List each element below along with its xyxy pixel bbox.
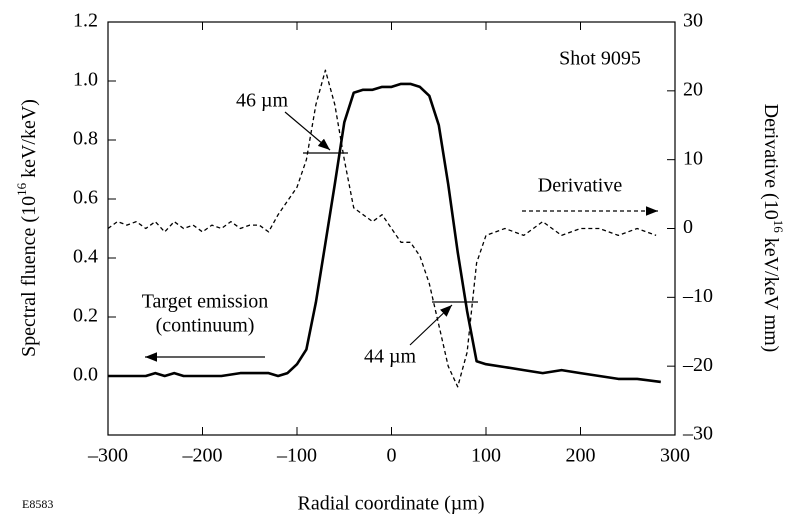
y-tick-label: 1.0	[73, 69, 98, 91]
y-tick-label: 0.6	[73, 187, 98, 209]
y2-tick-label: 10	[683, 147, 703, 169]
annotation: 44 µm	[364, 346, 417, 368]
y2-tick-label: 30	[683, 10, 703, 32]
y-tick-label: 0.0	[73, 364, 98, 386]
x-tick-label: 200	[566, 445, 596, 467]
y2-tick-label: 0	[683, 216, 693, 238]
arrow	[409, 304, 453, 346]
series-label: Derivative	[538, 175, 623, 197]
x-tick-label: –300	[87, 445, 128, 467]
x-axis-label: Radial coordinate (µm)	[297, 493, 484, 515]
figure-id: E8583	[22, 497, 53, 511]
x-tick-label: 100	[471, 445, 501, 467]
y-tick-label: 0.8	[73, 128, 98, 150]
y2-axis-label: Derivative (1016 keV/keV mm)	[760, 104, 786, 353]
y-axis-label: Spectral fluence (1016 keV/keV)	[14, 99, 40, 357]
y-tick-label: 0.2	[73, 305, 98, 327]
y2-tick-label: –10	[682, 285, 713, 307]
y-tick-label: 0.4	[73, 246, 98, 268]
series-label: Target emission	[142, 291, 269, 313]
annotation: 46 µm	[236, 90, 289, 112]
chart-title: Shot 9095	[559, 48, 641, 70]
y2-tick-label: –20	[682, 354, 713, 376]
x-tick-label: 0	[387, 445, 397, 467]
x-tick-label: –100	[276, 445, 317, 467]
y2-tick-label: –30	[682, 423, 713, 445]
data-line	[107, 69, 657, 388]
arrow	[284, 111, 331, 151]
y-tick-label: 1.2	[73, 10, 98, 32]
x-tick-label: –200	[182, 445, 223, 467]
data-line	[108, 82, 661, 384]
x-tick-label: 300	[660, 445, 690, 467]
annotation: (continuum)	[156, 315, 255, 337]
y2-tick-label: 20	[683, 78, 703, 100]
